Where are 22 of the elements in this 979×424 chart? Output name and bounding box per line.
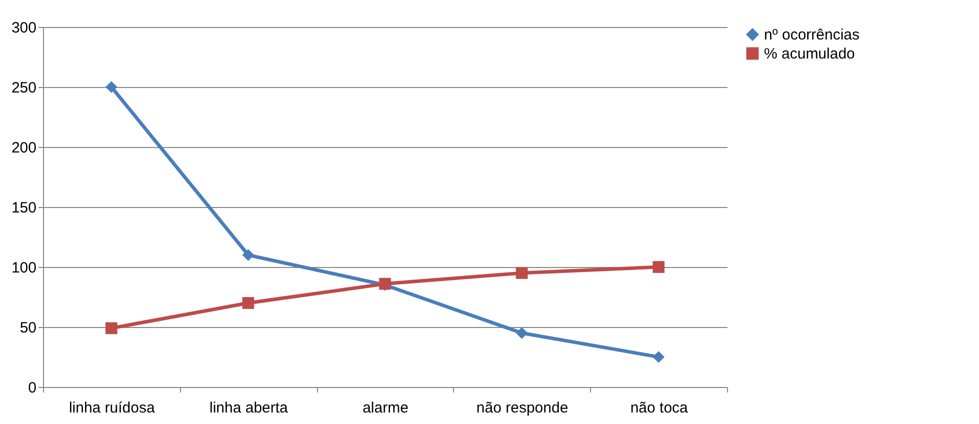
legend-label: nº ocorrências	[764, 26, 860, 44]
x-tick-label: alarme	[362, 400, 408, 416]
y-tick-label: 100	[11, 260, 36, 276]
x-tick-label: linha ruídosa	[68, 400, 156, 416]
x-tick-label: não toca	[630, 400, 689, 416]
y-tick-label: 150	[11, 200, 36, 216]
y-tick-label: 250	[11, 80, 36, 96]
y-tick-label: 200	[11, 140, 36, 156]
point	[516, 327, 528, 339]
point	[105, 81, 118, 93]
point	[242, 297, 254, 309]
y-tick-label: 0	[28, 380, 36, 396]
point	[242, 249, 254, 261]
x-tick-label: não responde	[476, 400, 568, 416]
y-tick-label: 300	[11, 20, 36, 36]
y-tick-label: 50	[20, 320, 36, 336]
point	[652, 351, 665, 363]
point	[516, 267, 528, 279]
legend-label: % acumulado	[764, 46, 855, 62]
point	[105, 322, 118, 334]
x-tick-label: linha aberta	[209, 400, 289, 416]
point	[652, 261, 665, 273]
